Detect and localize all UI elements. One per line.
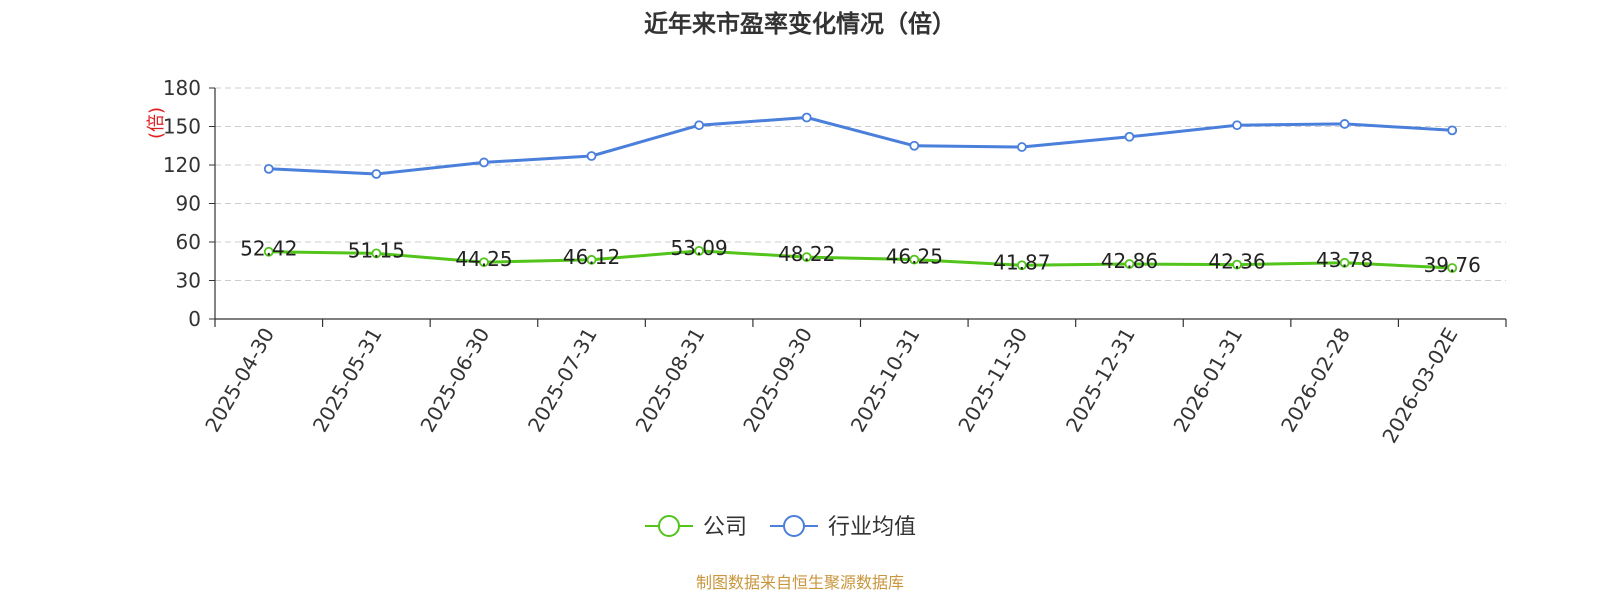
data-label: 46.12 xyxy=(563,245,620,269)
y-axis-label: (倍) xyxy=(146,107,167,139)
y-tick-label: 60 xyxy=(176,230,201,254)
series-1-point xyxy=(1124,131,1135,142)
series-1-point xyxy=(694,120,705,131)
series-points xyxy=(263,112,1458,273)
y-tick-label: 180 xyxy=(163,76,201,100)
series-1-point xyxy=(586,151,597,161)
legend-marker-0 xyxy=(658,515,680,537)
y-tick-label: 120 xyxy=(163,153,201,177)
series-0-point xyxy=(909,254,920,265)
x-tick-label: 2025-06-30 xyxy=(415,324,494,437)
series-1-point xyxy=(801,112,812,123)
series-0-point xyxy=(479,257,489,268)
grid-lines xyxy=(215,87,1506,281)
series-0-point xyxy=(1339,257,1350,268)
series-1-point xyxy=(263,163,274,174)
data-label: 52.42 xyxy=(240,237,297,261)
data-labels: 52.42 51.15 44.25 46.12 53.09 48.22 46.25 41.87… xyxy=(240,236,1481,277)
series-0-point xyxy=(801,252,812,263)
x-tick-label: 2025-11-30 xyxy=(953,324,1032,437)
data-label: 43.78 xyxy=(1316,248,1373,272)
series-1-point xyxy=(1447,125,1458,136)
series-0-point xyxy=(1447,263,1458,273)
series-1-point xyxy=(479,157,489,168)
series-1-point xyxy=(909,140,920,151)
series-0-point xyxy=(1232,259,1242,270)
data-label: 41.87 xyxy=(993,250,1050,274)
y-tick-label: 30 xyxy=(176,269,201,293)
data-label: 39.76 xyxy=(1424,253,1481,277)
legend-label-1: 行业均值 xyxy=(828,515,916,540)
series-1-point xyxy=(1016,142,1027,152)
y-tick-label: 0 xyxy=(188,307,201,331)
legend: 公司 行业均值 xyxy=(645,515,916,540)
series-line-1 xyxy=(267,116,1454,176)
x-tick-label: 2025-07-31 xyxy=(523,324,602,437)
series-0-point xyxy=(371,248,382,259)
data-label: 51.15 xyxy=(348,238,405,262)
series-line-0 xyxy=(267,249,1454,270)
series-lines xyxy=(267,116,1454,270)
legend-marker-1 xyxy=(783,515,805,537)
series-0-point xyxy=(263,246,274,257)
x-tick-label: 2025-10-31 xyxy=(846,324,925,437)
x-tick-label: 2025-12-31 xyxy=(1061,324,1140,437)
data-label: 42.86 xyxy=(1101,249,1158,273)
series-0-point xyxy=(586,254,597,265)
x-tick-label: 2026-02-28 xyxy=(1276,324,1355,437)
data-label: 44.25 xyxy=(455,247,512,271)
series-0-point xyxy=(1124,259,1135,269)
chart-title: 近年来市盈率变化情况（倍） xyxy=(644,10,956,38)
series-0-point xyxy=(694,245,705,256)
data-label: 48.22 xyxy=(778,242,835,266)
x-tick-label: 2025-04-30 xyxy=(200,324,279,437)
y-tick-label: 90 xyxy=(176,192,201,216)
y-tick-label: 150 xyxy=(163,115,201,139)
data-source-note: 制图数据来自恒生聚源数据库 xyxy=(696,573,904,592)
series-0-point xyxy=(1016,260,1027,271)
x-tick-label: 2026-01-31 xyxy=(1168,324,1247,437)
x-tick-label: 2025-08-31 xyxy=(631,324,710,437)
x-tick-label: 2025-09-30 xyxy=(738,324,817,437)
series-1-point xyxy=(371,169,382,179)
data-label: 46.25 xyxy=(886,245,943,269)
series-1-point xyxy=(1232,120,1242,131)
data-label: 53.09 xyxy=(670,236,727,260)
x-tick-label: 2026-03-02E xyxy=(1377,324,1462,448)
legend-label-0: 公司 xyxy=(703,515,747,540)
series-1-point xyxy=(1339,119,1350,129)
x-tick-label: 2025-05-31 xyxy=(308,324,387,437)
data-label: 42.36 xyxy=(1208,250,1265,274)
